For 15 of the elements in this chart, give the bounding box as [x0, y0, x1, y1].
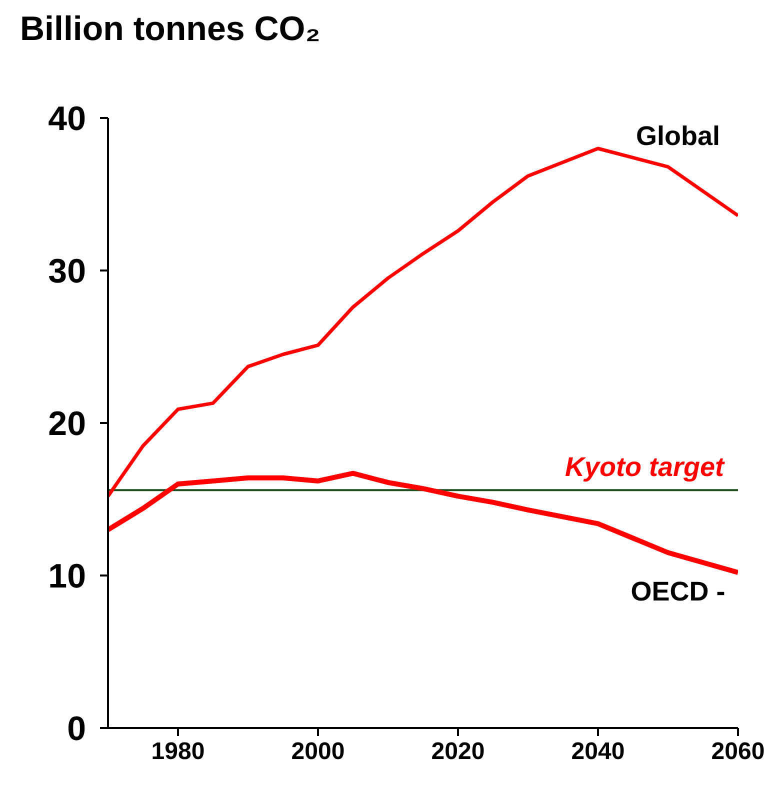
- y-tick-label: 30: [48, 252, 86, 291]
- y-tick-label: 10: [48, 558, 86, 596]
- x-tick-label: 2040: [571, 738, 625, 766]
- x-tick-label: 2060: [711, 738, 765, 766]
- y-tick-label: 20: [48, 405, 86, 444]
- y-tick-label: 0: [67, 710, 86, 748]
- ref-line-label: Kyoto target: [564, 452, 725, 482]
- x-tick-label: 2000: [291, 738, 345, 766]
- y-axis-title: Billion tonnes CO₂: [20, 10, 320, 49]
- series-label: Global: [636, 120, 720, 151]
- series-label: OECD -: [630, 576, 726, 607]
- y-tick-label: 40: [48, 100, 86, 138]
- line-series: [108, 146, 738, 498]
- x-tick-label: 2020: [431, 738, 485, 766]
- x-tick-label: 1980: [151, 738, 205, 766]
